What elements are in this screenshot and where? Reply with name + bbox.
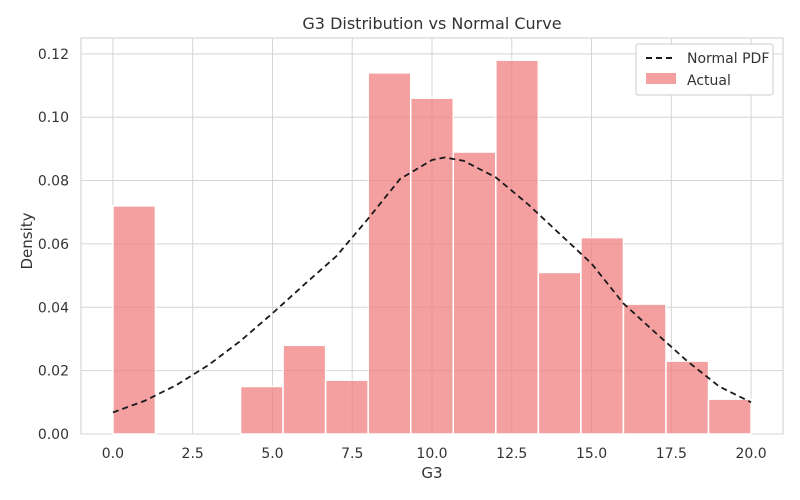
- histogram-bar: [495, 59, 540, 435]
- y-tick-label: 0.12: [38, 47, 69, 63]
- line-layer: [112, 156, 752, 414]
- x-tick-label: 15.0: [576, 446, 607, 462]
- ticks-layer: 0.0 2.5 5.0 7.5 10.0 12.5 15.0 17.5 20.0 0.00 0.02…: [38, 47, 767, 462]
- histogram-bar: [622, 303, 667, 435]
- chart-title: G3 Distribution vs Normal Curve: [302, 14, 561, 33]
- x-axis-label: G3: [421, 464, 442, 482]
- x-tick-label: 0.0: [102, 446, 124, 462]
- y-tick-label: 0.08: [38, 174, 69, 190]
- histogram-bar: [239, 385, 284, 435]
- histogram-bar: [112, 205, 157, 435]
- histogram-bar: [707, 398, 752, 435]
- y-axis-label: Density: [18, 212, 36, 269]
- normal-pdf-line: [112, 156, 752, 414]
- histogram-bar: [282, 344, 327, 435]
- x-tick-label: 5.0: [261, 446, 283, 462]
- x-tick-label: 17.5: [656, 446, 687, 462]
- y-tick-label: 0.00: [38, 427, 69, 443]
- histogram-bar: [324, 379, 369, 435]
- legend-actual-label: Actual: [687, 73, 731, 89]
- histogram-bar: [409, 97, 455, 435]
- histogram-bar: [537, 271, 582, 435]
- x-tick-label: 2.5: [182, 446, 204, 462]
- y-tick-label: 0.04: [38, 300, 69, 316]
- legend-actual-swatch: [646, 73, 676, 84]
- x-tick-label: 12.5: [496, 446, 527, 462]
- legend: Normal PDF Actual: [635, 43, 774, 96]
- histogram-bar: [580, 236, 625, 435]
- legend-normal-pdf-label: Normal PDF: [687, 51, 769, 67]
- x-tick-label: 20.0: [736, 446, 767, 462]
- y-tick-label: 0.02: [38, 364, 69, 380]
- x-tick-label: 7.5: [341, 446, 363, 462]
- x-tick-label: 10.0: [416, 446, 447, 462]
- y-tick-label: 0.10: [38, 110, 69, 126]
- y-tick-label: 0.06: [38, 237, 69, 253]
- histogram-bar: [367, 72, 412, 435]
- histogram-bar: [452, 151, 497, 435]
